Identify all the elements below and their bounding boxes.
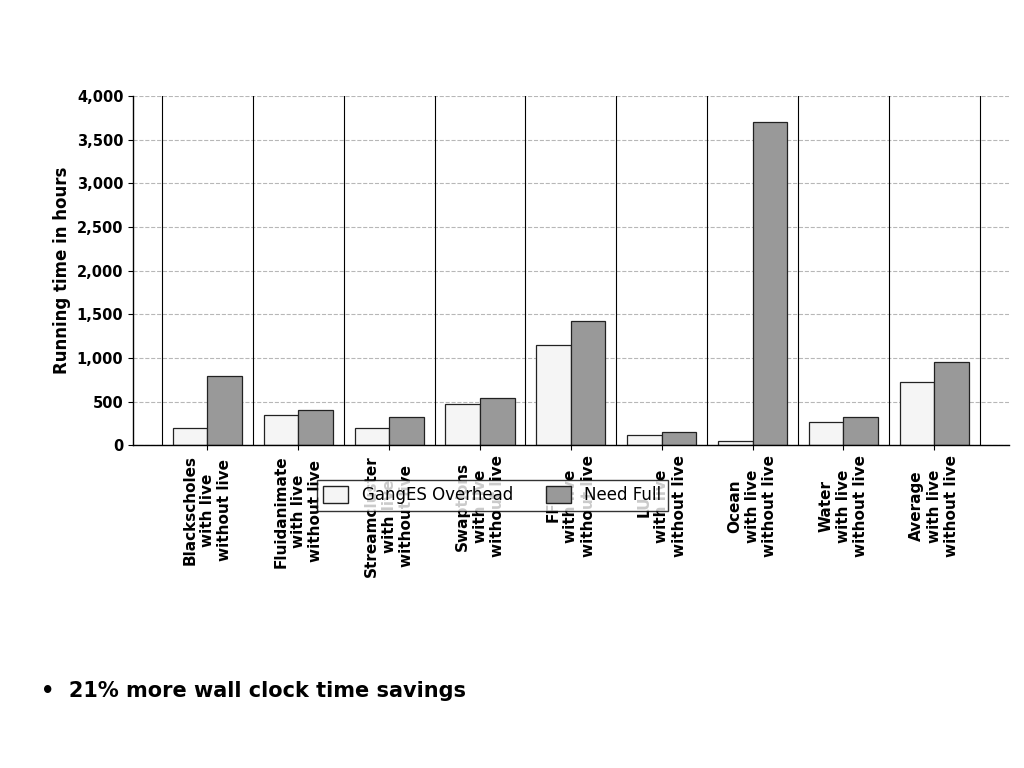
Bar <box>628 435 662 445</box>
Bar <box>389 418 424 445</box>
Bar <box>173 428 208 445</box>
Bar <box>298 410 333 445</box>
Bar <box>718 441 753 445</box>
Bar <box>900 382 934 445</box>
Text: Significance of Comparing Live Processor State: Significance of Comparing Live Processor… <box>67 24 957 57</box>
Bar <box>662 432 696 445</box>
Bar <box>480 398 514 445</box>
Bar <box>445 405 480 445</box>
Bar <box>354 429 389 445</box>
Legend: GangES Overhead, Need Full: GangES Overhead, Need Full <box>316 479 669 511</box>
Bar <box>809 422 844 445</box>
Text: •  21% more wall clock time savings: • 21% more wall clock time savings <box>41 681 466 701</box>
Y-axis label: Running time in hours: Running time in hours <box>53 167 72 375</box>
Bar <box>264 415 298 445</box>
Bar <box>934 362 969 445</box>
Bar <box>753 122 787 445</box>
Bar <box>208 376 242 445</box>
Bar <box>571 321 605 445</box>
Bar <box>537 345 571 445</box>
Bar <box>844 417 878 445</box>
